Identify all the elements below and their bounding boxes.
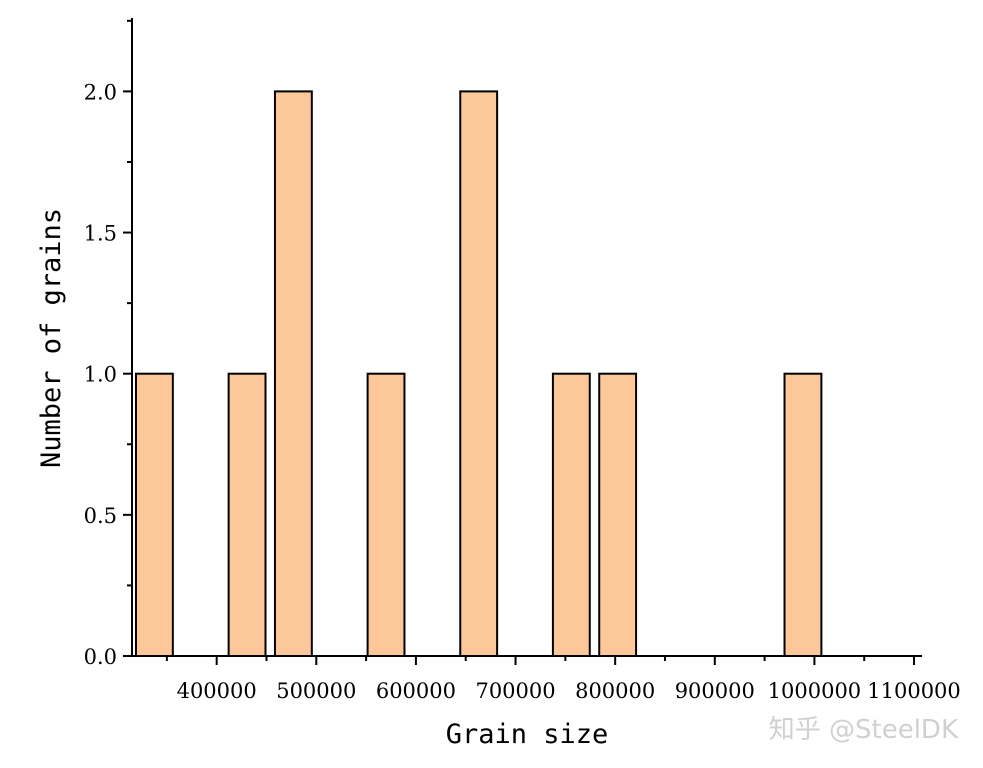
x-tick-label: 800000 <box>575 679 655 703</box>
y-tick-label: 0.5 <box>84 504 117 528</box>
bar-7 <box>783 372 823 657</box>
x-tick-label: 400000 <box>177 679 257 703</box>
bar-3 <box>366 372 406 657</box>
watermark: 知乎 @SteelDK <box>769 715 959 745</box>
bar-5 <box>551 372 591 657</box>
bar-6 <box>598 372 638 657</box>
x-tick-label: 1000000 <box>768 679 862 703</box>
axes-group <box>131 18 922 657</box>
bar-4 <box>459 90 499 657</box>
x-tick-label: 700000 <box>475 679 555 703</box>
y-axis-title: Number of grains <box>36 208 67 468</box>
ticks-group: 400000 500000 600000 700000 800000 900000 1000… <box>84 19 961 703</box>
x-tick-label: 1100000 <box>867 679 961 703</box>
y-tick-label: 1.5 <box>84 222 117 246</box>
bars-group <box>134 90 823 657</box>
bar-1 <box>227 372 267 657</box>
x-tick-label: 500000 <box>276 679 356 703</box>
bar-2 <box>273 90 313 657</box>
x-tick-label: 600000 <box>376 679 456 703</box>
y-tick-label: 2.0 <box>84 80 117 104</box>
y-tick-label: 1.0 <box>84 363 117 387</box>
y-tick-label: 0.0 <box>84 645 117 669</box>
x-axis-title: Grain size <box>446 719 609 750</box>
bar-0 <box>134 372 174 657</box>
x-tick-label: 900000 <box>675 679 755 703</box>
